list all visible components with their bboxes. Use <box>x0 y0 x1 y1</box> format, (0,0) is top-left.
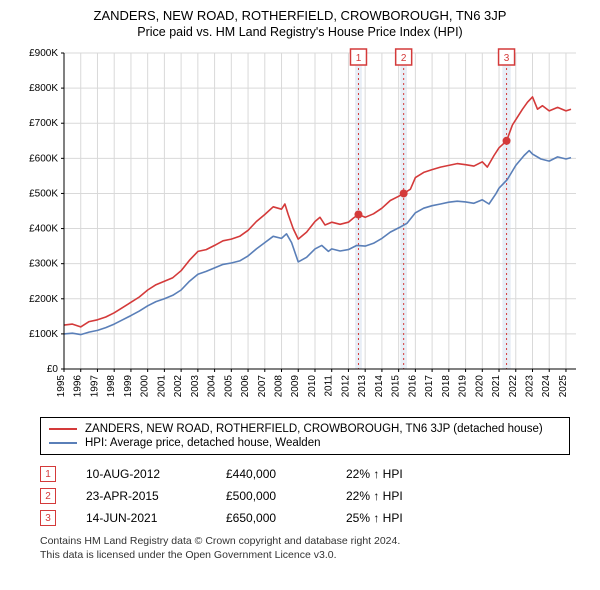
svg-text:2001: 2001 <box>156 375 167 398</box>
legend-box: ZANDERS, NEW ROAD, ROTHERFIELD, CROWBORO… <box>40 417 570 455</box>
svg-text:2024: 2024 <box>541 375 552 398</box>
svg-text:£0: £0 <box>47 364 59 375</box>
svg-text:2003: 2003 <box>190 375 201 398</box>
chart-container: ZANDERS, NEW ROAD, ROTHERFIELD, CROWBORO… <box>0 0 600 566</box>
svg-text:1: 1 <box>356 53 362 64</box>
marker-price: £440,000 <box>226 467 316 481</box>
svg-text:£400K: £400K <box>29 224 58 235</box>
svg-text:£300K: £300K <box>29 259 58 270</box>
svg-text:2000: 2000 <box>140 375 151 398</box>
svg-text:2014: 2014 <box>374 375 385 398</box>
svg-text:1999: 1999 <box>123 375 134 398</box>
svg-text:2008: 2008 <box>274 375 285 398</box>
marker-pct: 22% ↑ HPI <box>346 467 403 481</box>
svg-text:2013: 2013 <box>357 375 368 398</box>
svg-text:3: 3 <box>504 53 510 64</box>
svg-text:£700K: £700K <box>29 118 58 129</box>
marker-date: 14-JUN-2021 <box>86 511 196 525</box>
footnote-line1: Contains HM Land Registry data © Crown c… <box>40 535 400 547</box>
footnote: Contains HM Land Registry data © Crown c… <box>40 535 570 562</box>
marker-number-box: 3 <box>40 510 56 526</box>
svg-text:2011: 2011 <box>324 375 335 397</box>
chart-subtitle: Price paid vs. HM Land Registry's House … <box>12 25 588 39</box>
marker-number-box: 1 <box>40 466 56 482</box>
legend-label: HPI: Average price, detached house, Weal… <box>85 437 320 449</box>
markers-table: 1 10-AUG-2012 £440,000 22% ↑ HPI 2 23-APR-201… <box>40 463 570 529</box>
svg-text:£500K: £500K <box>29 188 58 199</box>
svg-text:2020: 2020 <box>474 375 485 398</box>
svg-text:2: 2 <box>401 53 407 64</box>
marker-number-box: 2 <box>40 488 56 504</box>
svg-text:2010: 2010 <box>307 375 318 398</box>
svg-text:1998: 1998 <box>106 375 117 398</box>
svg-text:2006: 2006 <box>240 375 251 398</box>
marker-row: 1 10-AUG-2012 £440,000 22% ↑ HPI <box>40 463 570 485</box>
chart-svg: £0 £100K £200K £300K £400K £500K £600K £700K £80… <box>12 47 588 407</box>
svg-text:2002: 2002 <box>173 375 184 398</box>
chart-title: ZANDERS, NEW ROAD, ROTHERFIELD, CROWBORO… <box>12 8 588 23</box>
marker-price: £650,000 <box>226 511 316 525</box>
marker-date: 23-APR-2015 <box>86 489 196 503</box>
svg-text:2025: 2025 <box>558 375 569 398</box>
svg-text:1997: 1997 <box>89 375 100 398</box>
legend-label: ZANDERS, NEW ROAD, ROTHERFIELD, CROWBORO… <box>85 423 543 435</box>
svg-text:2018: 2018 <box>441 375 452 398</box>
svg-text:£800K: £800K <box>29 83 58 94</box>
svg-text:2017: 2017 <box>424 375 435 398</box>
svg-text:£200K: £200K <box>29 294 58 305</box>
chart-plot: £0 £100K £200K £300K £400K £500K £600K £700K £80… <box>12 47 588 407</box>
marker-pct: 22% ↑ HPI <box>346 489 403 503</box>
svg-text:2012: 2012 <box>340 375 351 398</box>
legend-swatch <box>49 442 77 444</box>
legend-item: HPI: Average price, detached house, Weal… <box>49 436 561 450</box>
svg-text:2007: 2007 <box>257 375 268 398</box>
legend-swatch <box>49 428 77 430</box>
svg-text:1996: 1996 <box>73 375 84 398</box>
svg-text:1995: 1995 <box>56 375 67 398</box>
svg-text:2004: 2004 <box>207 375 218 398</box>
svg-text:£600K: £600K <box>29 153 58 164</box>
svg-text:2005: 2005 <box>223 375 234 398</box>
marker-row: 2 23-APR-2015 £500,000 22% ↑ HPI <box>40 485 570 507</box>
footnote-line2: This data is licensed under the Open Gov… <box>40 549 337 561</box>
svg-text:2015: 2015 <box>391 375 402 398</box>
legend-item: ZANDERS, NEW ROAD, ROTHERFIELD, CROWBORO… <box>49 422 561 436</box>
svg-text:2023: 2023 <box>524 375 535 398</box>
marker-price: £500,000 <box>226 489 316 503</box>
svg-text:£100K: £100K <box>29 329 58 340</box>
svg-text:£900K: £900K <box>29 48 58 59</box>
svg-text:2021: 2021 <box>491 375 502 398</box>
svg-text:2022: 2022 <box>508 375 519 398</box>
marker-date: 10-AUG-2012 <box>86 467 196 481</box>
svg-text:2016: 2016 <box>407 375 418 398</box>
svg-text:2019: 2019 <box>458 375 469 398</box>
marker-pct: 25% ↑ HPI <box>346 511 403 525</box>
svg-text:2009: 2009 <box>290 375 301 398</box>
marker-row: 3 14-JUN-2021 £650,000 25% ↑ HPI <box>40 507 570 529</box>
